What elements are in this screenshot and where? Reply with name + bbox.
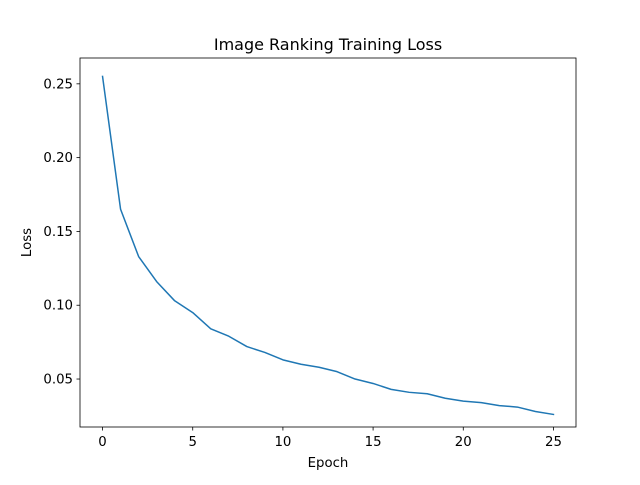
- x-tick-label: 15: [365, 435, 382, 450]
- y-axis: 0.05 0.10 0.15 0.20 0.25: [43, 77, 80, 388]
- y-axis-label: Loss: [20, 228, 35, 257]
- y-tick-label: 0.05: [43, 373, 73, 388]
- y-tick-label: 0.15: [43, 225, 73, 240]
- x-tick-label: 20: [455, 435, 472, 450]
- x-axis: 0 5 10 15 20 25: [98, 427, 562, 450]
- x-tick-label: 0: [98, 435, 106, 450]
- y-tick-label: 0.10: [43, 299, 73, 314]
- y-tick-label: 0.25: [43, 77, 73, 92]
- plot-frame: [79, 57, 577, 428]
- series-line: [101, 75, 555, 416]
- x-tick-label: 25: [545, 435, 562, 450]
- x-axis-label: Epoch: [308, 456, 349, 471]
- x-tick-label: 5: [188, 435, 196, 450]
- x-tick-label: 10: [274, 435, 291, 450]
- chart-title: Image Ranking Training Loss: [214, 35, 442, 54]
- y-tick-label: 0.20: [43, 151, 73, 166]
